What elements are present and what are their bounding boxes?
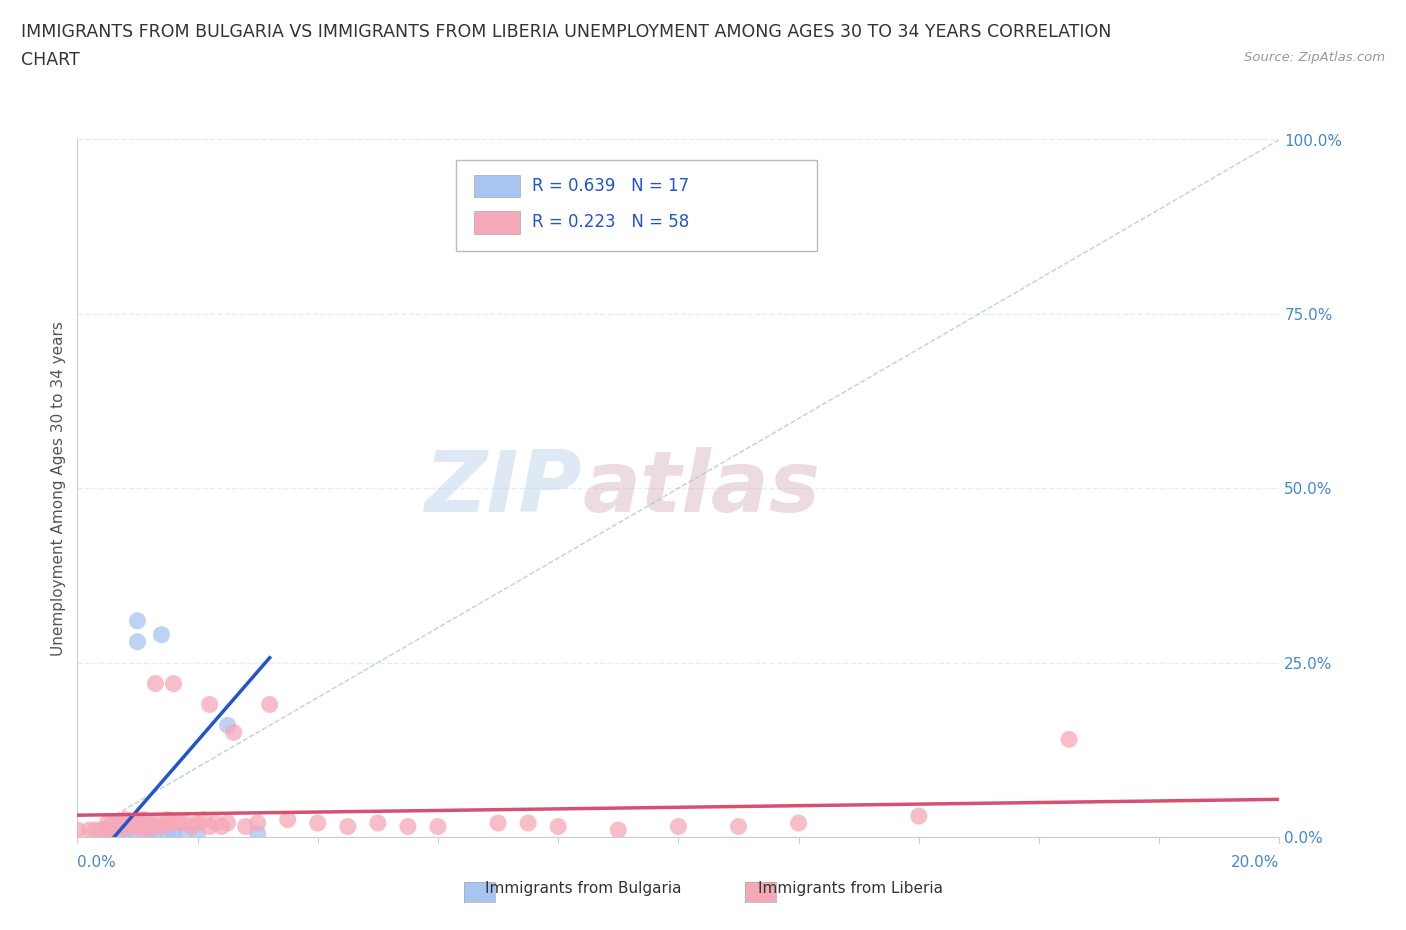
Point (156, 826, 179, 841)
Text: Immigrants from Bulgaria: Immigrants from Bulgaria (485, 881, 682, 896)
Point (162, 816, 184, 830)
Text: 20.0%: 20.0% (1232, 855, 1279, 870)
Point (114, 826, 136, 841)
Bar (474, 175, 520, 197)
Text: R = 0.639   N = 17: R = 0.639 N = 17 (531, 178, 689, 195)
Text: 0.0%: 0.0% (77, 855, 117, 870)
Point (84, 823, 107, 837)
Point (336, 819, 359, 834)
Point (150, 628, 173, 643)
Point (427, 819, 450, 834)
Point (186, 826, 209, 841)
Point (222, 725, 245, 740)
Point (138, 816, 160, 830)
Point (108, 823, 131, 837)
Point (607, 823, 630, 837)
Point (127, 816, 149, 830)
Point (145, 676, 167, 691)
Text: atlas: atlas (582, 446, 820, 530)
Text: Source: ZipAtlas.com: Source: ZipAtlas.com (1244, 51, 1385, 64)
FancyBboxPatch shape (456, 161, 817, 251)
Point (114, 812, 136, 827)
Point (156, 816, 179, 830)
Point (204, 816, 226, 830)
Point (145, 826, 167, 841)
Text: R = 0.223   N = 58: R = 0.223 N = 58 (531, 213, 689, 231)
Point (96, 823, 118, 837)
Point (120, 826, 142, 841)
Point (169, 816, 191, 830)
Point (1057, 732, 1080, 747)
Point (277, 812, 299, 827)
Point (162, 826, 184, 841)
Point (211, 819, 233, 834)
Bar (474, 211, 520, 233)
Point (96, 816, 118, 830)
Point (138, 819, 160, 834)
Point (132, 823, 155, 837)
Point (150, 819, 173, 834)
Point (132, 812, 155, 827)
Point (114, 819, 136, 834)
Point (727, 819, 749, 834)
Point (246, 826, 269, 841)
Point (367, 816, 389, 830)
Point (186, 816, 209, 830)
Point (607, 180, 630, 196)
Point (396, 819, 419, 834)
Text: Immigrants from Liberia: Immigrants from Liberia (758, 881, 943, 896)
Point (120, 819, 142, 834)
Text: IMMIGRANTS FROM BULGARIA VS IMMIGRANTS FROM LIBERIA UNEMPLOYMENT AMONG AGES 30 T: IMMIGRANTS FROM BULGARIA VS IMMIGRANTS F… (21, 23, 1112, 41)
Point (174, 816, 197, 830)
Point (787, 816, 810, 830)
Point (307, 816, 329, 830)
Point (259, 698, 281, 712)
Point (246, 816, 269, 830)
Point (486, 816, 509, 830)
Point (127, 812, 149, 827)
Point (103, 816, 125, 830)
Point (235, 819, 257, 834)
Point (127, 634, 149, 649)
Point (217, 816, 239, 830)
Point (162, 676, 184, 691)
Point (198, 819, 221, 834)
Point (66, 823, 89, 837)
Point (145, 816, 167, 830)
Point (96, 823, 118, 837)
Point (120, 816, 142, 830)
Point (138, 826, 160, 841)
Point (517, 816, 540, 830)
Point (217, 718, 239, 733)
Point (193, 812, 215, 827)
Point (108, 816, 131, 830)
Point (908, 809, 931, 824)
Point (156, 812, 179, 827)
Point (174, 826, 197, 841)
Text: ZIP: ZIP (425, 446, 582, 530)
Point (127, 614, 149, 629)
Point (103, 823, 125, 837)
Point (114, 823, 136, 837)
Point (547, 819, 569, 834)
Point (90, 823, 112, 837)
Point (127, 819, 149, 834)
Y-axis label: Unemployment Among Ages 30 to 34 years: Unemployment Among Ages 30 to 34 years (51, 321, 66, 656)
Point (198, 698, 221, 712)
Text: CHART: CHART (21, 51, 80, 69)
Point (145, 819, 167, 834)
Point (79, 823, 101, 837)
Point (108, 823, 131, 837)
Point (668, 819, 690, 834)
Point (180, 819, 202, 834)
